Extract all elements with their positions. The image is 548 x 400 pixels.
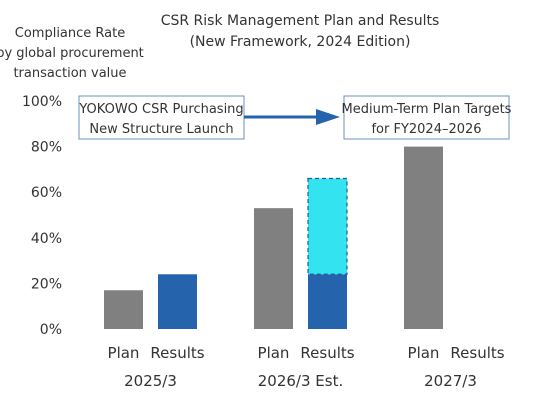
bar-label: Plan: [258, 344, 290, 362]
callout-left-text: New Structure Launch: [89, 122, 233, 137]
y-axis-label-line: by global procurement: [0, 46, 144, 61]
callout-right-text: Medium-Term Plan Targets: [342, 102, 512, 117]
plan-bar: [104, 290, 143, 329]
estimated-results-bar: [307, 177, 348, 275]
y-tick-label: 100%: [22, 94, 62, 110]
results-bar: [308, 274, 347, 329]
plan-bar: [254, 208, 293, 329]
bar-label: Results: [450, 344, 504, 362]
bar-label: Plan: [108, 344, 140, 362]
y-tick-label: 20%: [31, 276, 62, 292]
callout-right: [343, 95, 510, 140]
group-label: 2027/3: [424, 372, 477, 390]
callout-left-text: YOKOWO CSR Purchasing: [78, 102, 243, 117]
chart-title: CSR Risk Management Plan and Results: [161, 13, 440, 29]
y-tick-label: 40%: [31, 231, 62, 247]
bar-label: Plan: [408, 344, 440, 362]
results-bar: [158, 274, 197, 329]
group-label: 2025/3: [124, 372, 177, 390]
plan-bar: [404, 146, 443, 329]
y-tick-label: 60%: [31, 185, 62, 201]
y-axis-label-line: Compliance Rate: [15, 26, 125, 41]
y-tick-label: 0%: [40, 322, 62, 338]
y-axis-label-line: transaction value: [13, 66, 126, 81]
bar-label: Results: [150, 344, 204, 362]
group-label: 2026/3 Est.: [258, 372, 343, 390]
chart-subtitle: (New Framework, 2024 Edition): [190, 34, 411, 50]
callout-right-text: for FY2024–2026: [371, 122, 481, 137]
arrow-head: [316, 109, 340, 125]
y-tick-label: 80%: [31, 140, 62, 156]
bar-label: Results: [300, 344, 354, 362]
callout-left: [78, 95, 245, 140]
